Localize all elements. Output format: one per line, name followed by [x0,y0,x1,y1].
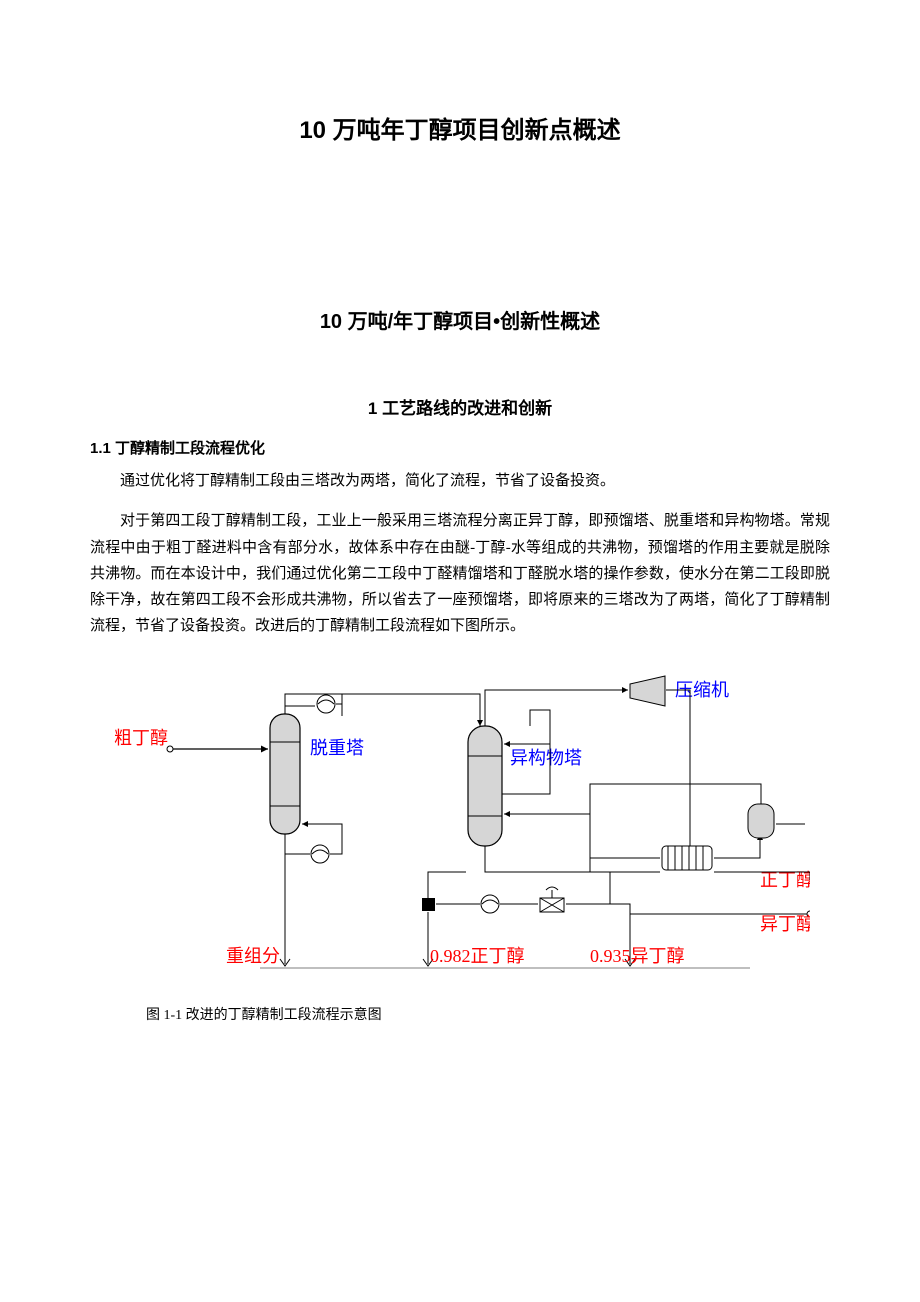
label-0982: 0.982正丁醇 [430,946,525,966]
paragraph-1: 通过优化将丁醇精制工段由三塔改为两塔，简化了流程，节省了设备投资。 [90,468,830,494]
reboiler-1 [311,845,329,863]
label-0935: 0.935异丁醇 [590,946,685,966]
condenser-1 [317,695,335,713]
section-1-heading: 1 工艺路线的改进和创新 [90,394,830,419]
label-i-butanol: 异丁醇 [760,914,810,934]
tower-1 [270,714,300,834]
label-feed: 粗丁醇 [114,728,168,748]
label-heavy: 重组分 [226,946,280,966]
process-flow-diagram: 粗丁醇 脱重塔 重组分 异构物塔 压缩机 [90,654,830,994]
label-n-butanol: 正丁醇 [760,870,810,890]
paragraph-2: 对于第四工段丁醇精制工段，工业上一般采用三塔流程分离正异丁醇，即预馏塔、脱重塔和… [90,508,830,639]
sub-title: 10 万吨/年丁醇项目•创新性概述 [90,305,830,334]
pump-icon [481,895,499,913]
main-title: 10 万吨年丁醇项目创新点概述 [90,110,830,145]
valve-icon [540,887,564,912]
subsection-1-1-heading: 1.1 丁醇精制工段流程优化 [90,437,830,458]
heat-exchanger [662,846,712,870]
block-icon [422,898,435,911]
receiver-drum [748,804,774,838]
label-tower-1: 脱重塔 [310,738,364,758]
figure-caption: 图 1-1 改进的丁醇精制工段流程示意图 [90,1004,830,1024]
tower-2 [468,726,502,846]
compressor-icon [630,676,665,706]
label-tower-2: 异构物塔 [510,748,582,768]
